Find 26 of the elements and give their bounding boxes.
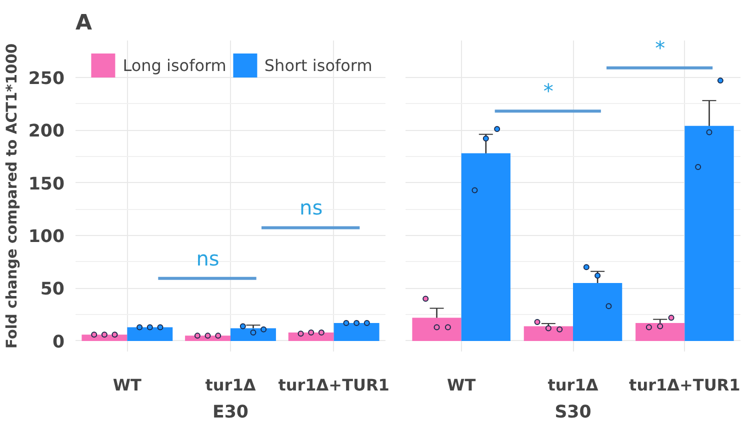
x-axis-title: S30 bbox=[554, 402, 592, 422]
annotation: ns bbox=[196, 246, 220, 270]
text: A bbox=[76, 10, 92, 36]
bar bbox=[573, 282, 622, 341]
legend-label: Short isoform bbox=[264, 56, 372, 74]
legend-label: Long isoform bbox=[122, 56, 226, 74]
y-tick-label: 50 bbox=[40, 280, 65, 300]
x-tick-label: WT bbox=[447, 376, 476, 394]
bar bbox=[412, 318, 462, 341]
y-tick-label: 150 bbox=[28, 174, 64, 194]
x-tick-label: tur1Δ+TUR1 bbox=[278, 376, 390, 394]
y-tick-label: 0 bbox=[52, 332, 65, 352]
bar bbox=[684, 126, 734, 341]
bar bbox=[636, 323, 685, 341]
y-tick-label: 200 bbox=[28, 122, 64, 142]
x-tick-label: tur1Δ bbox=[205, 376, 256, 394]
y-tick-label: 250 bbox=[28, 68, 64, 89]
y-axis-title: Fold change compared to ACT1*1000 bbox=[3, 43, 20, 349]
bar bbox=[461, 153, 510, 341]
x-tick-label: tur1Δ bbox=[548, 376, 599, 394]
annotation: * bbox=[543, 79, 554, 104]
x-axis-title: E30 bbox=[212, 402, 248, 422]
x-tick-label: WT bbox=[112, 376, 142, 394]
annotation: ns bbox=[300, 196, 323, 220]
y-tick-label: 100 bbox=[28, 227, 64, 248]
x-tick-label: tur1Δ+TUR1 bbox=[629, 376, 740, 394]
